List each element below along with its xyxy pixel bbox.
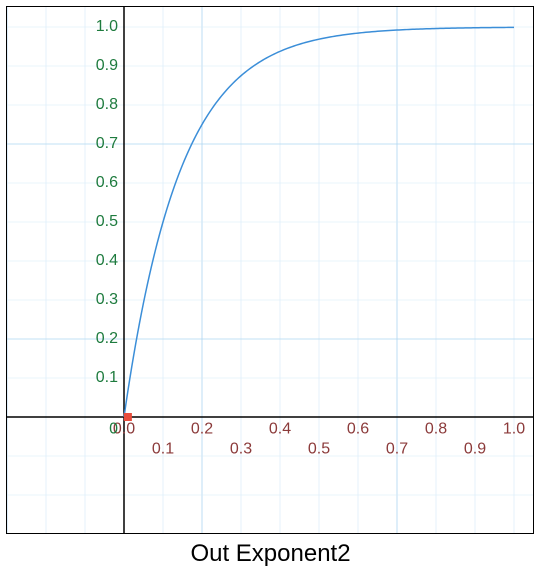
chart-container: 0.10.20.30.40.50.60.70.80.91.00.00.20.40… [0, 0, 541, 577]
svg-text:0.1: 0.1 [152, 440, 174, 457]
svg-text:0.8: 0.8 [96, 96, 118, 113]
svg-text:0.7: 0.7 [96, 135, 118, 152]
svg-text:0.6: 0.6 [347, 420, 369, 437]
svg-text:0.2: 0.2 [96, 330, 118, 347]
svg-text:0: 0 [109, 420, 118, 437]
svg-text:0.6: 0.6 [96, 174, 118, 191]
chart-plot-area: 0.10.20.30.40.50.60.70.80.91.00.00.20.40… [6, 6, 534, 534]
svg-text:0.2: 0.2 [191, 420, 213, 437]
svg-text:0.5: 0.5 [308, 440, 330, 457]
svg-text:0.3: 0.3 [96, 291, 118, 308]
svg-text:0.8: 0.8 [425, 420, 447, 437]
svg-text:1.0: 1.0 [96, 18, 118, 35]
svg-text:0.1: 0.1 [96, 369, 118, 386]
svg-text:0.4: 0.4 [269, 420, 291, 437]
svg-text:0.9: 0.9 [96, 57, 118, 74]
chart-svg: 0.10.20.30.40.50.60.70.80.91.00.00.20.40… [7, 7, 533, 533]
svg-text:0.5: 0.5 [96, 213, 118, 230]
svg-text:0.9: 0.9 [464, 440, 486, 457]
svg-text:0.4: 0.4 [96, 252, 118, 269]
chart-title: Out Exponent2 [0, 540, 541, 568]
svg-text:1.0: 1.0 [503, 420, 525, 437]
svg-text:0.7: 0.7 [386, 440, 408, 457]
svg-text:0.3: 0.3 [230, 440, 252, 457]
